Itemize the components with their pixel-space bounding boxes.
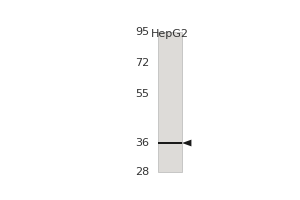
Bar (158, 142, 182, 144)
Text: HepG2: HepG2 (151, 29, 189, 39)
Text: 72: 72 (135, 58, 149, 68)
Text: 55: 55 (135, 89, 149, 99)
Bar (158, 32, 182, 172)
Text: 95: 95 (135, 27, 149, 37)
Text: 36: 36 (135, 138, 149, 148)
Polygon shape (182, 140, 191, 146)
Text: 28: 28 (135, 167, 149, 177)
